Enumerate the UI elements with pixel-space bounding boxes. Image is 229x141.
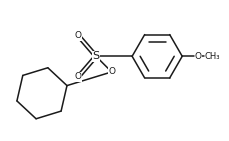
Text: O: O [195,52,202,61]
Text: O: O [75,72,82,81]
Text: O: O [108,67,115,76]
Text: O: O [75,31,82,40]
Text: S: S [93,51,100,61]
Text: CH₃: CH₃ [205,52,221,61]
